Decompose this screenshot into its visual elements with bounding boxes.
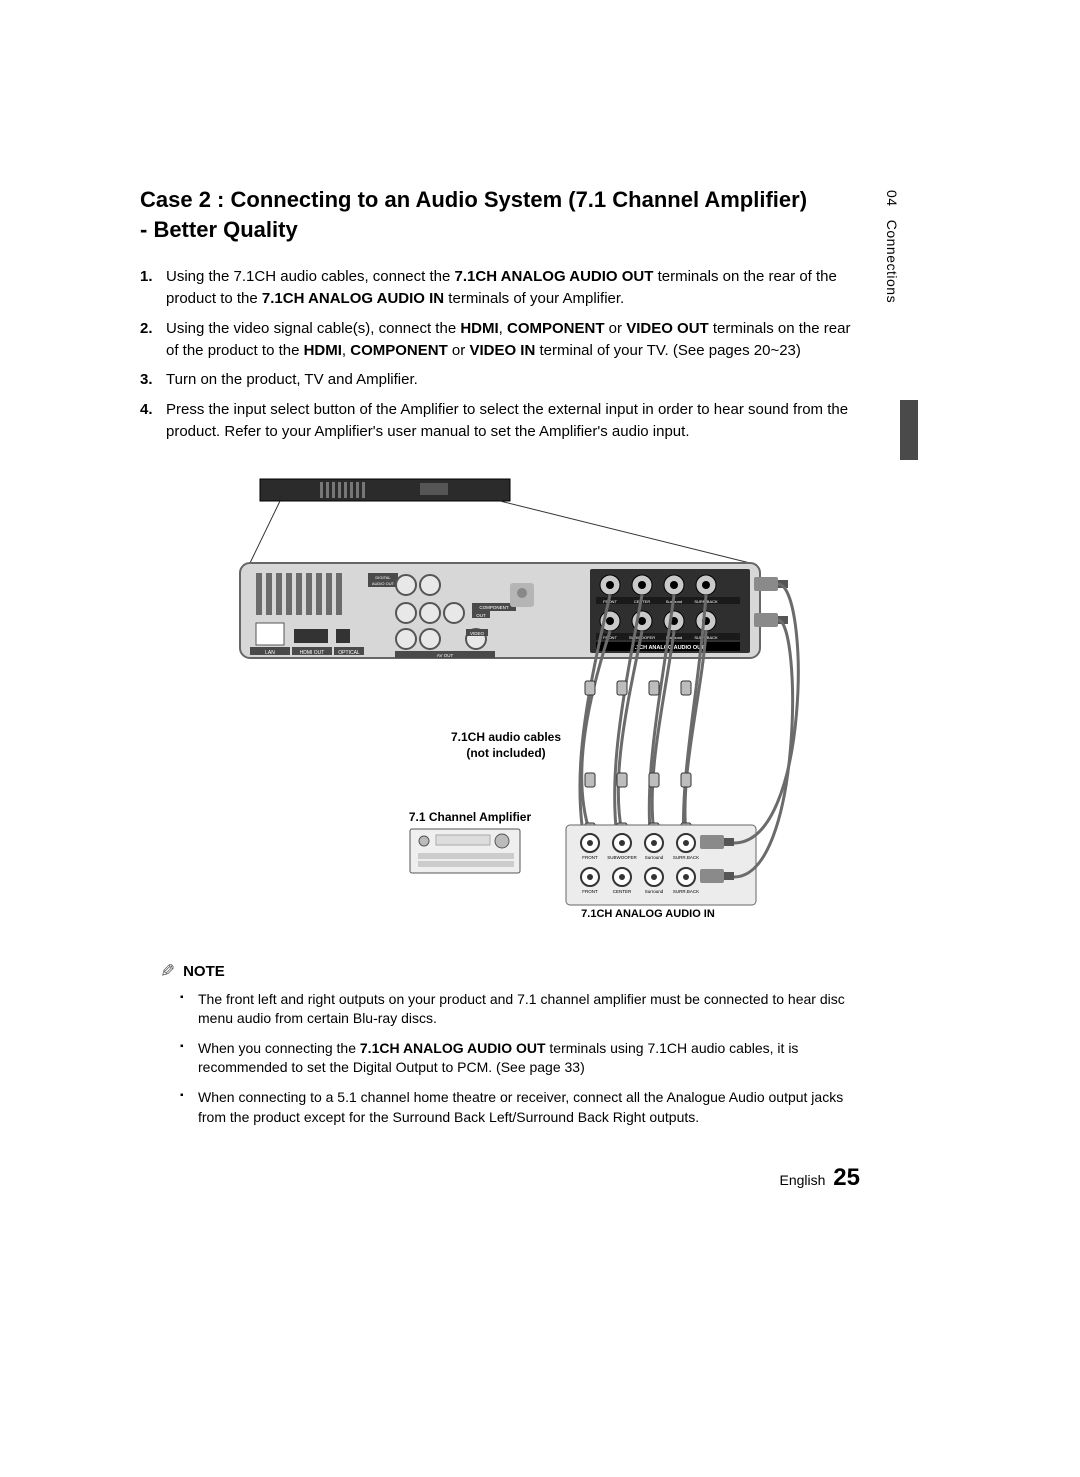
step-text: Using the 7.1CH audio cables, connect th… (166, 266, 860, 310)
step-item: 1.Using the 7.1CH audio cables, connect … (140, 266, 860, 310)
svg-text:DIGITAL: DIGITAL (375, 575, 391, 580)
svg-text:AV OUT: AV OUT (437, 653, 454, 658)
step-num: 3. (140, 369, 166, 391)
content-area: Case 2 : Connecting to an Audio System (… (140, 185, 860, 1137)
svg-text:Surround: Surround (645, 855, 664, 860)
step-num: 1. (140, 266, 166, 310)
svg-text:COMPONENT: COMPONENT (479, 605, 509, 610)
svg-text:FRONT: FRONT (603, 635, 617, 640)
pencil-icon: ✎ (160, 961, 175, 982)
svg-text:SURR.BACK: SURR.BACK (673, 855, 699, 860)
note-header: ✎ NOTE (140, 961, 860, 982)
step-text: Using the video signal cable(s), connect… (166, 318, 860, 362)
svg-text:VIDEO: VIDEO (470, 631, 485, 636)
step-item: 3.Turn on the product, TV and Amplifier. (140, 369, 860, 391)
amplifier-label: 7.1 Channel Amplifier (409, 810, 532, 824)
svg-text:OUT: OUT (476, 613, 486, 618)
svg-text:FRONT: FRONT (582, 889, 598, 894)
cable-label-2: (not included) (466, 746, 545, 760)
page: 04 Connections Case 2 : Connecting to an… (0, 0, 1080, 1477)
svg-text:FRONT: FRONT (582, 855, 598, 860)
note-block: ✎ NOTE The front left and right outputs … (140, 961, 860, 1128)
svg-text:CENTER: CENTER (613, 889, 632, 894)
steps-list: 1.Using the 7.1CH audio cables, connect … (140, 266, 860, 442)
note-item: When you connecting the 7.1CH ANALOG AUD… (198, 1039, 860, 1078)
step-text: Turn on the product, TV and Amplifier. (166, 369, 860, 391)
note-item: When connecting to a 5.1 channel home th… (198, 1088, 860, 1127)
connection-diagram: LAN HDMI OUT OPTICAL DIGITALAUDIO OUT CO… (190, 473, 810, 933)
step-num: 4. (140, 399, 166, 443)
step-num: 2. (140, 318, 166, 362)
note-header-text: NOTE (183, 963, 225, 980)
svg-text:SUBWOOFER: SUBWOOFER (607, 855, 637, 860)
chapter-tab: 04 Connections (884, 190, 900, 303)
cable-label-1: 7.1CH audio cables (451, 730, 561, 744)
thumb-tab-mark (900, 400, 918, 460)
step-item: 2.Using the video signal cable(s), conne… (140, 318, 860, 362)
svg-text:HDMI OUT: HDMI OUT (300, 650, 325, 656)
audio-out-block: FRONT CENTER Surround SURR.BACK FRONT SU… (590, 569, 750, 653)
svg-text:OPTICAL: OPTICAL (338, 650, 360, 656)
svg-text:AUDIO OUT: AUDIO OUT (372, 581, 395, 586)
product-top-strip (260, 479, 510, 501)
step-item: 4.Press the input select button of the A… (140, 399, 860, 443)
page-title: Case 2 : Connecting to an Audio System (… (140, 185, 860, 244)
step-text: Press the input select button of the Amp… (166, 399, 860, 443)
panel-vents (256, 573, 342, 615)
audio-in-label: 7.1CH ANALOG AUDIO IN (581, 908, 715, 920)
plug-tips (585, 681, 691, 837)
note-item: The front left and right outputs on your… (198, 990, 860, 1029)
title-line-1: Case 2 : Connecting to an Audio System (… (140, 187, 807, 212)
note-list: The front left and right outputs on your… (140, 990, 860, 1128)
svg-text:Surround: Surround (645, 889, 664, 894)
title-line-2: - Better Quality (140, 217, 298, 242)
diagram-svg: LAN HDMI OUT OPTICAL DIGITALAUDIO OUT CO… (190, 473, 810, 933)
svg-text:LAN: LAN (265, 650, 275, 656)
svg-text:SURR.BACK: SURR.BACK (673, 889, 699, 894)
footer-page: 25 (833, 1164, 860, 1191)
footer-lang: English (779, 1172, 825, 1188)
chapter-name: Connections (884, 220, 900, 303)
page-footer: English 25 (140, 1164, 860, 1192)
chapter-number: 04 (884, 190, 900, 207)
